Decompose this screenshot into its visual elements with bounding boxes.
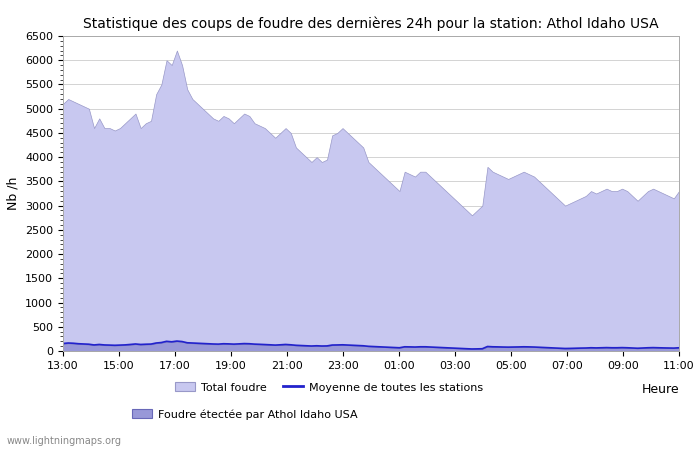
Legend: Total foudre, Moyenne de toutes les stations: Total foudre, Moyenne de toutes les stat… bbox=[175, 382, 483, 393]
Y-axis label: Nb /h: Nb /h bbox=[6, 177, 20, 210]
Title: Statistique des coups de foudre des dernières 24h pour la station: Athol Idaho U: Statistique des coups de foudre des dern… bbox=[83, 16, 659, 31]
Text: Heure: Heure bbox=[641, 383, 679, 396]
Text: www.lightningmaps.org: www.lightningmaps.org bbox=[7, 436, 122, 446]
Legend: Foudre étectée par Athol Idaho USA: Foudre étectée par Athol Idaho USA bbox=[132, 409, 358, 420]
